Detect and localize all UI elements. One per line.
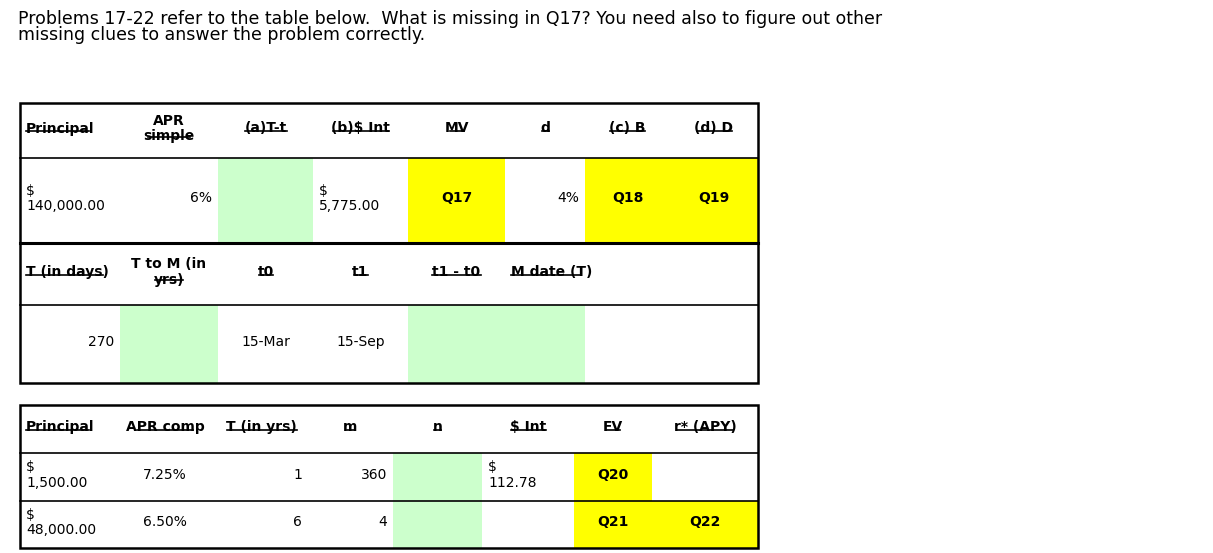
Bar xyxy=(585,158,670,243)
Text: APR comp: APR comp xyxy=(126,420,204,434)
Text: Principal: Principal xyxy=(25,420,95,434)
Text: 1: 1 xyxy=(294,468,302,482)
Text: APR
simple: APR simple xyxy=(143,114,194,143)
Text: $
112.78: $ 112.78 xyxy=(488,461,536,489)
Text: $
5,775.00: $ 5,775.00 xyxy=(319,184,380,213)
Text: Principal: Principal xyxy=(25,122,95,135)
Bar xyxy=(653,501,758,548)
Text: missing clues to answer the problem correctly.: missing clues to answer the problem corr… xyxy=(18,26,425,44)
Text: 270: 270 xyxy=(87,335,114,349)
Text: 15-Sep: 15-Sep xyxy=(336,335,385,349)
Text: (d) D: (d) D xyxy=(695,122,734,135)
Text: Q19: Q19 xyxy=(699,191,730,206)
Text: 360: 360 xyxy=(360,468,387,482)
Text: m: m xyxy=(343,420,358,434)
Text: $ Int: $ Int xyxy=(509,420,546,434)
Text: Q20: Q20 xyxy=(597,468,628,482)
Text: FV: FV xyxy=(603,420,623,434)
Bar xyxy=(408,158,505,243)
Bar xyxy=(574,501,653,548)
Bar xyxy=(218,158,313,243)
Text: t1 - t0: t1 - t0 xyxy=(433,265,480,279)
Text: $
1,500.00: $ 1,500.00 xyxy=(25,461,87,489)
Text: t0: t0 xyxy=(257,265,274,279)
Text: (c) B: (c) B xyxy=(609,122,645,135)
Text: M date (T): M date (T) xyxy=(511,265,592,279)
Text: 7.25%: 7.25% xyxy=(143,468,187,482)
Text: Q21: Q21 xyxy=(597,515,628,530)
Bar xyxy=(393,501,482,548)
Text: (b)$ Int: (b)$ Int xyxy=(331,122,389,135)
Bar xyxy=(19,405,758,548)
Text: MV: MV xyxy=(444,122,468,135)
Text: Q17: Q17 xyxy=(440,191,472,206)
Bar xyxy=(120,305,218,383)
Text: $
48,000.00: $ 48,000.00 xyxy=(25,508,96,537)
Text: 15-Mar: 15-Mar xyxy=(241,335,290,349)
Text: (a)T-t: (a)T-t xyxy=(244,122,286,135)
Text: r* (APY): r* (APY) xyxy=(673,420,736,434)
Text: n: n xyxy=(433,420,443,434)
Text: Problems 17-22 refer to the table below.  What is missing in Q17? You need also : Problems 17-22 refer to the table below.… xyxy=(18,10,882,28)
Text: 6: 6 xyxy=(294,515,302,530)
Bar xyxy=(574,453,653,501)
Text: 6%: 6% xyxy=(190,191,212,206)
Text: 6.50%: 6.50% xyxy=(143,515,187,530)
Bar xyxy=(670,158,758,243)
Text: 4%: 4% xyxy=(557,191,579,206)
Text: T (in days): T (in days) xyxy=(25,265,109,279)
Text: Q22: Q22 xyxy=(689,515,721,530)
Text: d: d xyxy=(540,122,549,135)
Text: t1: t1 xyxy=(352,265,369,279)
Text: 4: 4 xyxy=(378,515,387,530)
Text: T to M (in
yrs): T to M (in yrs) xyxy=(131,258,206,286)
Bar xyxy=(19,103,758,383)
Text: T (in yrs): T (in yrs) xyxy=(226,420,297,434)
Text: $
140,000.00: $ 140,000.00 xyxy=(25,184,104,213)
Bar xyxy=(408,305,505,383)
Bar xyxy=(505,305,585,383)
Bar xyxy=(393,453,482,501)
Text: Q18: Q18 xyxy=(611,191,643,206)
